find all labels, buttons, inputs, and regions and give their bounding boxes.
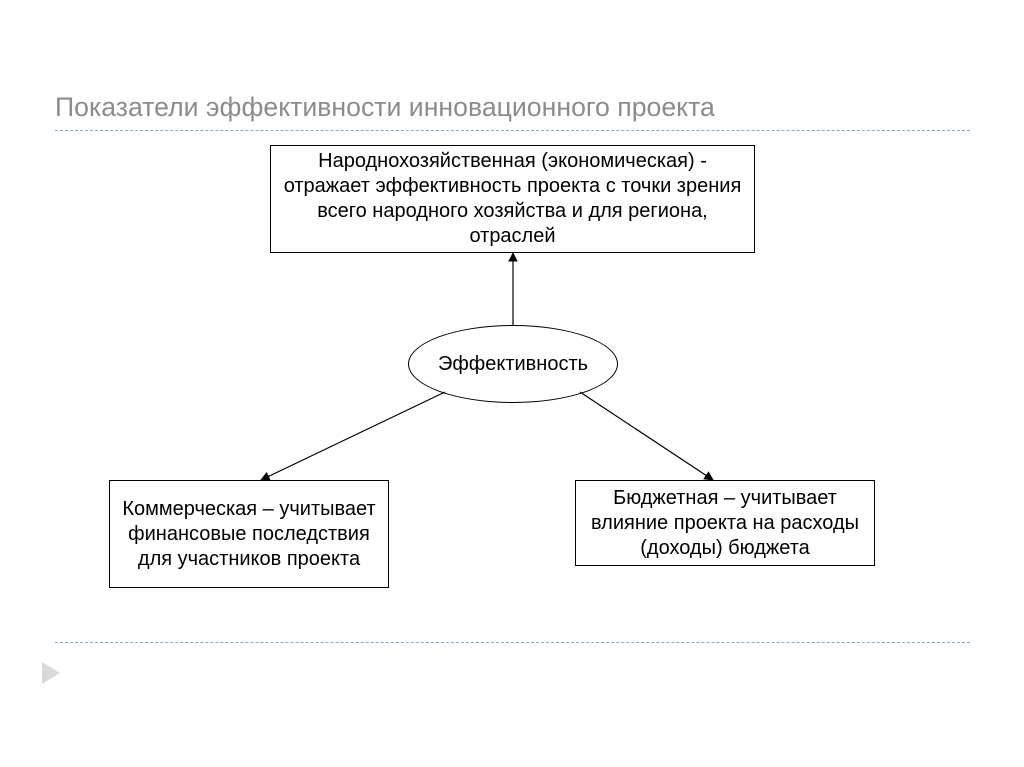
slide: Показатели эффективности инновационного …	[0, 0, 1024, 767]
arrows-layer	[0, 0, 1024, 767]
page-marker-icon	[42, 662, 60, 684]
